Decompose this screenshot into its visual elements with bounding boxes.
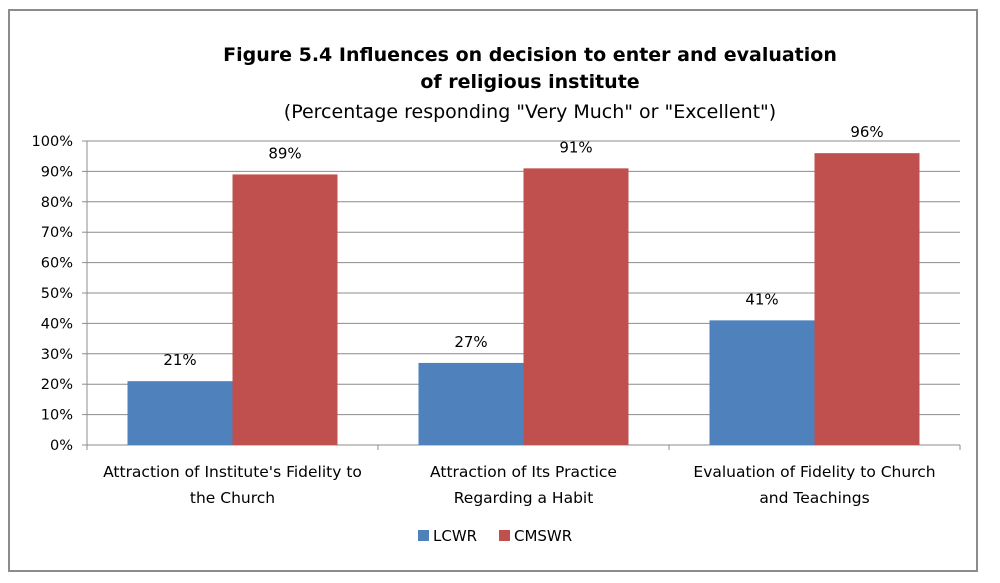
legend-swatch-lcwr	[418, 530, 429, 541]
y-tick-label: 40%	[41, 316, 73, 332]
bars	[127, 153, 920, 446]
legend-swatch-cmswr	[499, 530, 510, 541]
data-label: 89%	[268, 144, 301, 162]
bar-cmswr	[523, 168, 629, 446]
y-tick-label: 80%	[41, 195, 73, 211]
y-tick-label: 20%	[41, 377, 73, 393]
y-tick-label: 50%	[41, 286, 73, 302]
category-label: Evaluation of Fidelity to Church	[693, 463, 935, 481]
chart-title-line-1: Figure 5.4 Influences on decision to ent…	[223, 44, 837, 66]
legend-label-cmswr: CMSWR	[514, 527, 572, 545]
data-labels: 21% 89% 27% 91% 41% 96%	[163, 123, 883, 369]
bar-cmswr	[814, 153, 920, 445]
y-tick-label: 60%	[41, 256, 73, 272]
data-label: 21%	[163, 351, 196, 369]
bar-lcwr	[127, 381, 233, 445]
chart-subtitle: (Percentage responding "Very Much" or "E…	[284, 101, 776, 123]
bar-lcwr	[418, 362, 524, 445]
x-axis-category-labels: Attraction of Institute's Fidelity to the…	[103, 463, 936, 507]
category-label: Attraction of Institute's Fidelity to	[103, 463, 362, 481]
y-tick-label: 100%	[32, 134, 73, 150]
y-axis: 0% 10% 20% 30% 40% 50% 60% 70% 80% 90% 100%	[32, 134, 961, 454]
y-tick-label: 0%	[50, 438, 73, 454]
category-label: and Teachings	[759, 489, 869, 507]
bar-lcwr	[709, 320, 815, 445]
y-tick-label: 70%	[41, 225, 73, 241]
data-label: 27%	[454, 333, 487, 351]
chart-title-line-2: of religious institute	[420, 71, 639, 93]
chart-title: Figure 5.4 Influences on decision to ent…	[223, 44, 837, 123]
y-tick-label: 90%	[41, 164, 73, 180]
data-label: 41%	[745, 290, 778, 308]
category-label: Attraction of Its Practice	[430, 463, 617, 481]
data-label: 91%	[559, 138, 592, 156]
data-label: 96%	[850, 123, 883, 141]
category-label: Regarding a Habit	[454, 489, 594, 507]
category-label: the Church	[190, 489, 275, 507]
legend: LCWR CMSWR	[418, 527, 572, 545]
legend-label-lcwr: LCWR	[433, 527, 477, 545]
y-tick-label: 30%	[41, 347, 73, 363]
y-tick-label: 10%	[41, 408, 73, 424]
bar-cmswr	[232, 174, 338, 445]
